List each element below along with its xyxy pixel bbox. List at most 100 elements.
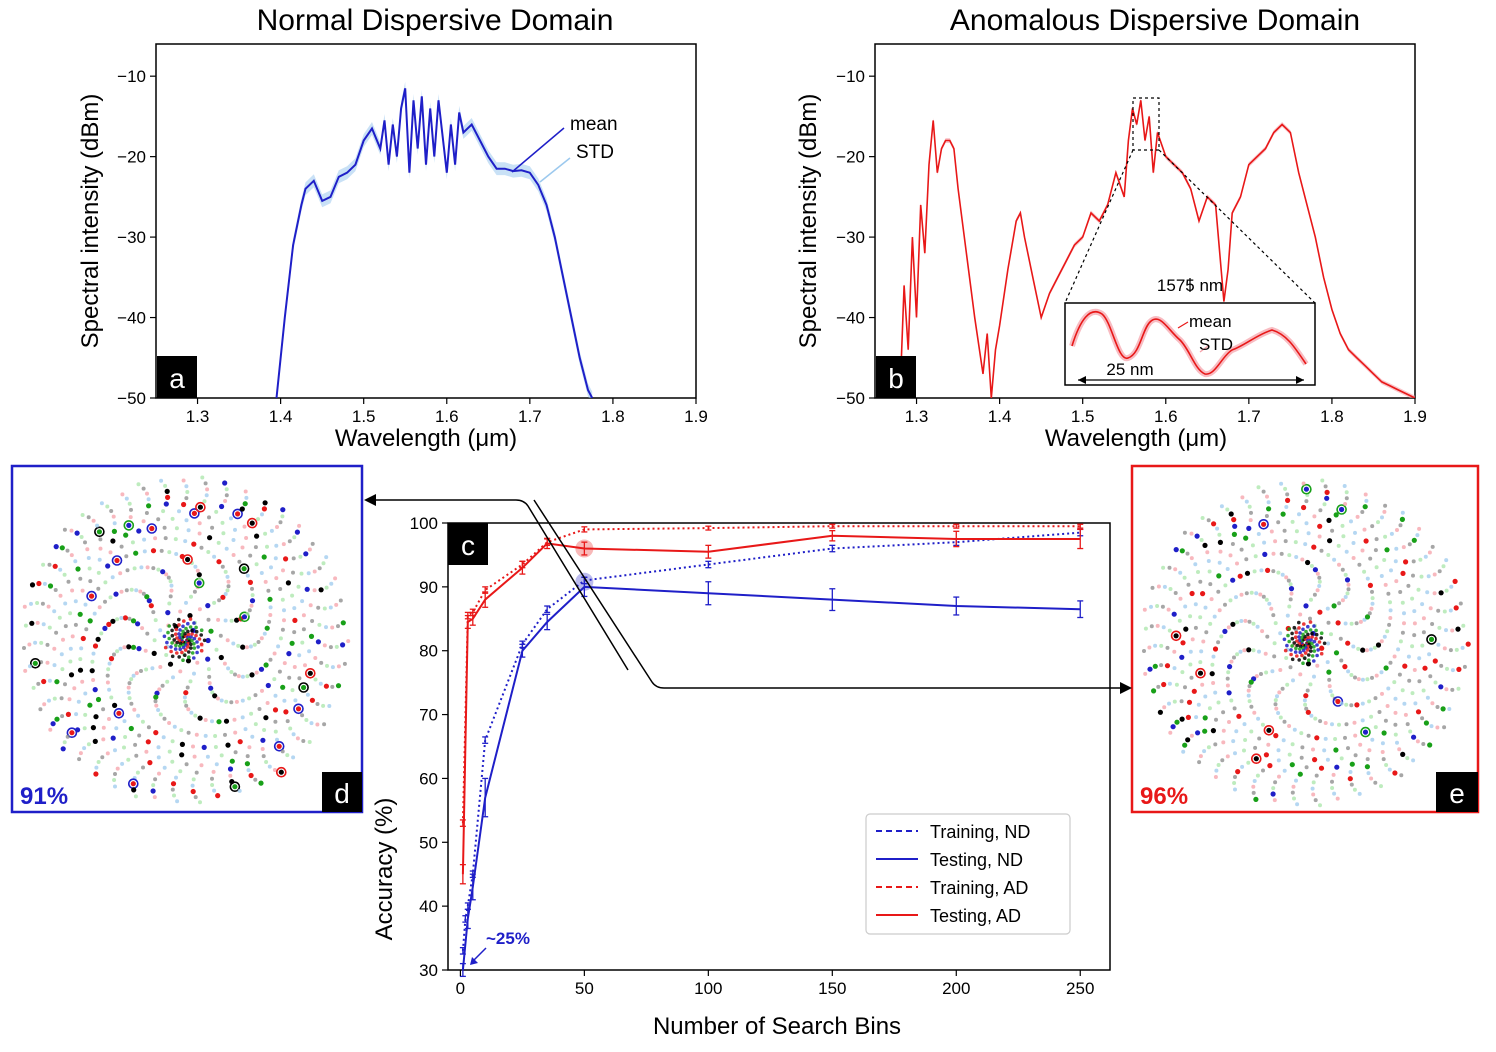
spiral-dot — [307, 547, 312, 552]
spiral-dot — [144, 667, 149, 672]
spiral-dot — [23, 623, 28, 628]
spiral-dot — [48, 727, 53, 732]
spiral-dot — [1354, 621, 1359, 626]
spiral-dot — [73, 622, 78, 627]
spiral-dot — [1353, 530, 1357, 535]
spiral-ring — [1360, 726, 1371, 738]
spiral-dot — [1198, 579, 1203, 584]
spiral-dot — [208, 628, 214, 634]
spiral-dot — [236, 643, 241, 648]
spiral-dot — [1253, 745, 1258, 750]
spiral-dot — [1387, 767, 1392, 772]
spiral-dot — [219, 753, 224, 758]
spiral-ring — [182, 554, 193, 565]
spiral-dot — [1381, 730, 1387, 736]
spiral-dot — [162, 525, 167, 530]
spiral-dot — [84, 627, 89, 632]
spiral-dot — [283, 709, 289, 715]
spiral-core-dot — [180, 632, 184, 637]
spiral-dot — [109, 509, 114, 513]
spiral-dot — [1393, 559, 1398, 564]
spiral-dot — [108, 595, 113, 600]
spiral-dot — [1216, 589, 1221, 594]
spiral-dot — [124, 496, 129, 501]
spiral-dot — [184, 703, 189, 708]
spiral-dot — [153, 730, 159, 736]
spiral-dot — [134, 588, 139, 593]
spiral-dot — [297, 523, 302, 528]
spiral-core-dot — [1312, 645, 1316, 649]
spiral-dot — [272, 707, 279, 713]
spiral-dot — [82, 726, 87, 731]
spiral-dot — [1438, 590, 1444, 596]
spiral-dot — [1289, 591, 1294, 596]
spiral-dot — [110, 618, 116, 624]
spiral-dot — [1441, 564, 1446, 569]
panel-a: Normal Dispersive Domain 1.3 1.4 1.5 1.6 1.7… — [77, 4, 708, 452]
spiral-dot — [88, 579, 93, 584]
spiral-dot — [1262, 551, 1268, 558]
spiral-dot — [1152, 663, 1158, 669]
spiral-dot — [1432, 572, 1437, 577]
spiral-dot — [1216, 640, 1221, 645]
spiral-dot — [136, 482, 141, 487]
b-zoom-connector-right — [1158, 149, 1316, 304]
spiral-core-dot — [190, 632, 194, 636]
spiral-core-dot — [1297, 658, 1301, 662]
spiral-dot — [1216, 700, 1221, 705]
spiral-dot — [223, 718, 230, 724]
spiral-dot — [1259, 672, 1263, 676]
spiral-dot — [1271, 613, 1276, 618]
spiral-dot — [79, 646, 84, 651]
c-y-tick-label: 60 — [419, 769, 438, 788]
spiral-dot — [1430, 622, 1435, 626]
spiral-dot — [1450, 628, 1455, 633]
spiral-dot — [133, 742, 138, 747]
spiral-dot — [1374, 673, 1379, 678]
spiral-dot — [1276, 520, 1281, 525]
c-annotation: ~25% — [486, 929, 530, 948]
spiral-core-dot — [1317, 640, 1322, 644]
spiral-dot — [243, 727, 248, 732]
spiral-dot — [124, 554, 129, 559]
spiral-dot — [1228, 511, 1234, 517]
spiral-dot — [1272, 641, 1277, 646]
spiral-dot — [244, 645, 249, 650]
spiral-dot — [161, 509, 166, 514]
spiral-dot — [74, 712, 79, 717]
spiral-dot — [1333, 650, 1340, 656]
spiral-dot — [1412, 633, 1417, 638]
spiral-dot — [234, 699, 239, 704]
spiral-dot — [340, 642, 346, 648]
spiral-dot — [1226, 670, 1231, 675]
y-tick-label: −40 — [836, 309, 865, 328]
spiral-dot — [1313, 798, 1318, 803]
spiral-dot — [1290, 790, 1295, 795]
spiral-dot — [1312, 567, 1318, 573]
spiral-dot — [1271, 786, 1276, 791]
spiral-dot — [33, 640, 38, 645]
spiral-dot — [1217, 532, 1222, 537]
spiral-dot — [131, 673, 136, 678]
spiral-dot — [1311, 780, 1316, 785]
spiral-dot — [1186, 582, 1191, 587]
spiral-dot — [1339, 701, 1344, 706]
c-legend: Training, ND Testing, ND Training, AD Te… — [865, 813, 1071, 935]
spiral-dot — [1278, 668, 1283, 672]
spiral-dot — [1276, 570, 1281, 575]
spiral-dot — [248, 553, 253, 558]
spiral-dot — [1410, 691, 1415, 696]
spiral-dot — [200, 475, 205, 480]
spiral-dot — [1364, 648, 1369, 653]
spiral-dot — [1416, 587, 1421, 592]
spiral-dot — [153, 777, 158, 782]
spiral-dot — [1382, 634, 1387, 639]
spiral-dot — [1373, 696, 1378, 701]
x-tick-label: 1.5 — [1071, 407, 1095, 426]
spiral-dot — [1351, 541, 1356, 545]
spiral-dot — [1442, 609, 1447, 614]
spiral-dot — [201, 744, 207, 751]
spiral-core-dot — [1289, 652, 1293, 657]
spiral-core-dot — [190, 638, 194, 643]
spiral-dot — [145, 565, 150, 570]
